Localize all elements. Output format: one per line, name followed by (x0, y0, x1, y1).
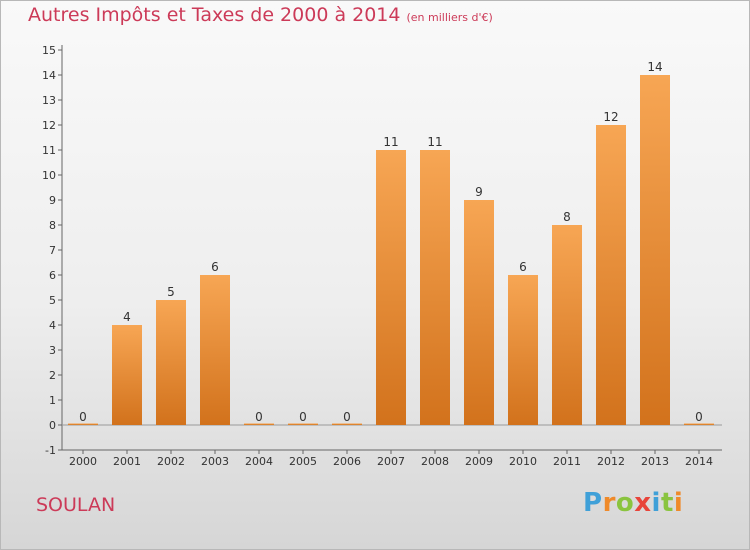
x-tick-label: 2004 (245, 455, 273, 468)
y-tick-label: 9 (49, 194, 56, 207)
data-label: 0 (255, 410, 263, 424)
data-label: 6 (519, 260, 527, 274)
bar (552, 225, 582, 425)
x-tick-label: 2001 (113, 455, 141, 468)
data-label: 0 (299, 410, 307, 424)
proxiti-logo[interactable]: Proxiti (583, 488, 683, 518)
x-tick-label: 2006 (333, 455, 361, 468)
data-label: 5 (167, 285, 175, 299)
data-label: 11 (427, 135, 442, 149)
data-label: 12 (603, 110, 618, 124)
bar (112, 325, 142, 425)
data-label: 6 (211, 260, 219, 274)
x-tick-label: 2010 (509, 455, 537, 468)
logo-letter: P (583, 488, 603, 518)
y-tick-label: 0 (49, 419, 56, 432)
logo-letter: x (634, 488, 652, 518)
y-tick-label: 7 (49, 244, 56, 257)
x-tick-label: 2000 (69, 455, 97, 468)
logo-letter: i (651, 488, 661, 518)
place-name: SOULAN (36, 494, 116, 516)
data-label: 0 (343, 410, 351, 424)
logo-letter: t (660, 488, 674, 518)
bar (200, 275, 230, 425)
bar (508, 275, 538, 425)
x-tick-label: 2014 (685, 455, 713, 468)
y-tick-label: 6 (49, 269, 56, 282)
data-label: 8 (563, 210, 571, 224)
bar (640, 75, 670, 425)
data-label: 0 (695, 410, 703, 424)
y-tick-label: -1 (45, 444, 56, 457)
bar (68, 423, 98, 425)
bar (464, 200, 494, 425)
y-tick-label: 2 (49, 369, 56, 382)
y-tick-label: 15 (42, 44, 56, 57)
bar (244, 423, 274, 425)
bar (332, 423, 362, 425)
data-label: 11 (383, 135, 398, 149)
x-tick-label: 2011 (553, 455, 581, 468)
y-tick-label: 1 (49, 394, 56, 407)
y-tick-label: 4 (49, 319, 56, 332)
bars (68, 75, 714, 425)
bar (156, 300, 186, 425)
chart-title: Autres Impôts et Taxes de 2000 à 2014 (en… (28, 4, 493, 26)
y-tick-label: 10 (42, 169, 56, 182)
logo-letter: o (615, 488, 635, 518)
y-tick-label: 11 (42, 144, 56, 157)
bar (684, 423, 714, 425)
x-tick-label: 2013 (641, 455, 669, 468)
y-tick-label: 5 (49, 294, 56, 307)
bar (596, 125, 626, 425)
title-unit: (en milliers d'€) (406, 11, 493, 24)
data-labels: 0 4 5 6 0 0 0 11 11 9 6 8 12 14 0 (79, 60, 703, 424)
x-tick-label: 2003 (201, 455, 229, 468)
data-label: 4 (123, 310, 131, 324)
logo-letter: i (673, 488, 684, 518)
y-tick-label: 3 (49, 344, 56, 357)
y-tick-label: 8 (49, 219, 56, 232)
logo-letter: r (602, 488, 616, 518)
y-tick-label: 13 (42, 94, 56, 107)
bar (376, 150, 406, 425)
x-tick-label: 2005 (289, 455, 317, 468)
x-tick-label: 2002 (157, 455, 185, 468)
bar (288, 423, 318, 425)
x-tick-label: 2012 (597, 455, 625, 468)
x-tick-label: 2009 (465, 455, 493, 468)
x-tick-label: 2008 (421, 455, 449, 468)
x-tick-label: 2007 (377, 455, 405, 468)
y-tick-label: 12 (42, 119, 56, 132)
bar (420, 150, 450, 425)
data-label: 0 (79, 410, 87, 424)
data-label: 14 (647, 60, 662, 74)
title-main: Autres Impôts et Taxes de 2000 à 2014 (28, 4, 401, 26)
y-tick-label: 14 (42, 69, 56, 82)
data-label: 9 (475, 185, 483, 199)
